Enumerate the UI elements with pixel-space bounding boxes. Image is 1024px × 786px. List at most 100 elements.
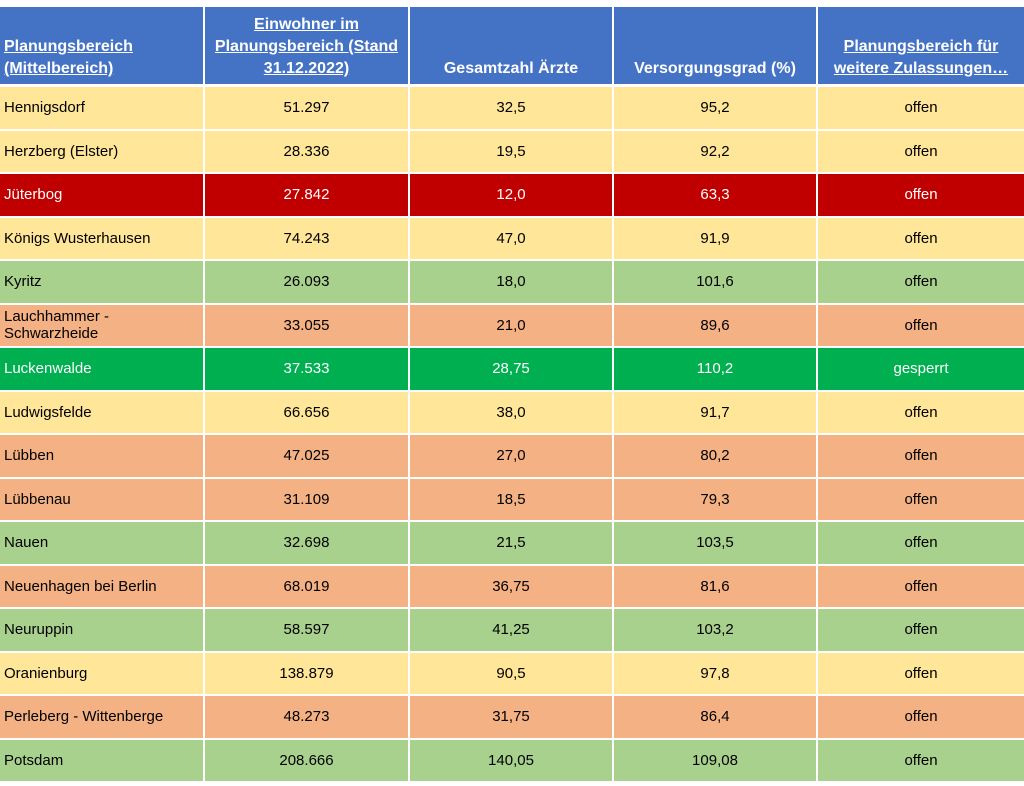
cell-planungsbereich: Lübbenau	[0, 478, 205, 522]
cell-planungsbereich: Oranienburg	[0, 652, 205, 696]
cell-versorgungsgrad: 95,2	[614, 87, 818, 131]
cell-einwohner: 26.093	[205, 261, 410, 305]
header-weitere-zulassungen: Planungsbereich für weitere Zulassungen…	[818, 7, 1024, 87]
table-row: Nauen 32.698 21,5 103,5 offen	[0, 522, 1024, 566]
cell-versorgungsgrad: 109,08	[614, 739, 818, 783]
cell-planungsbereich: Lauchhammer - Schwarzheide	[0, 304, 205, 348]
header-gesamtzahl-aerzte: Gesamtzahl Ärzte	[410, 7, 614, 87]
cell-einwohner: 68.019	[205, 565, 410, 609]
header-planungsbereich: Planungsbereich (Mittelbereich)	[0, 7, 205, 87]
cell-aerzte: 38,0	[410, 391, 614, 435]
cell-einwohner: 32.698	[205, 522, 410, 566]
cell-planungsbereich: Herzberg (Elster)	[0, 130, 205, 174]
cell-versorgungsgrad: 97,8	[614, 652, 818, 696]
cell-versorgungsgrad: 103,2	[614, 609, 818, 653]
cell-versorgungsgrad: 91,7	[614, 391, 818, 435]
header-row: Planungsbereich (Mittelbereich) Einwohne…	[0, 7, 1024, 87]
header-einwohner: Einwohner im Planungsbereich (Stand 31.1…	[205, 7, 410, 87]
cell-aerzte: 31,75	[410, 696, 614, 740]
cell-einwohner: 31.109	[205, 478, 410, 522]
cell-versorgungsgrad: 81,6	[614, 565, 818, 609]
cell-einwohner: 28.336	[205, 130, 410, 174]
cell-aerzte: 36,75	[410, 565, 614, 609]
cell-aerzte: 90,5	[410, 652, 614, 696]
cell-versorgungsgrad: 79,3	[614, 478, 818, 522]
cell-einwohner: 27.842	[205, 174, 410, 218]
table-row: Herzberg (Elster) 28.336 19,5 92,2 offen	[0, 130, 1024, 174]
cell-planungsbereich: Lübben	[0, 435, 205, 479]
cell-planungsbereich: Jüterbog	[0, 174, 205, 218]
cell-status: offen	[818, 696, 1024, 740]
cell-status: offen	[818, 739, 1024, 783]
cell-versorgungsgrad: 101,6	[614, 261, 818, 305]
cell-planungsbereich: Neuenhagen bei Berlin	[0, 565, 205, 609]
table-row: Oranienburg 138.879 90,5 97,8 offen	[0, 652, 1024, 696]
cell-versorgungsgrad: 103,5	[614, 522, 818, 566]
cell-status: offen	[818, 304, 1024, 348]
cell-einwohner: 138.879	[205, 652, 410, 696]
cell-einwohner: 74.243	[205, 217, 410, 261]
cell-status: offen	[818, 174, 1024, 218]
cell-planungsbereich: Kyritz	[0, 261, 205, 305]
table-row: Luckenwalde 37.533 28,75 110,2 gesperrt	[0, 348, 1024, 392]
cell-status: offen	[818, 609, 1024, 653]
cell-status: offen	[818, 478, 1024, 522]
table-row: Neuruppin 58.597 41,25 103,2 offen	[0, 609, 1024, 653]
cell-einwohner: 48.273	[205, 696, 410, 740]
table-row: Neuenhagen bei Berlin 68.019 36,75 81,6 offe…	[0, 565, 1024, 609]
table-row: Perleberg - Wittenberge 48.273 31,75 86,4 of…	[0, 696, 1024, 740]
cell-einwohner: 66.656	[205, 391, 410, 435]
cell-status: offen	[818, 261, 1024, 305]
cell-aerzte: 32,5	[410, 87, 614, 131]
cell-planungsbereich: Königs Wusterhausen	[0, 217, 205, 261]
cell-aerzte: 21,0	[410, 304, 614, 348]
table-row: Lübben 47.025 27,0 80,2 offen	[0, 435, 1024, 479]
cell-aerzte: 47,0	[410, 217, 614, 261]
cell-planungsbereich: Hennigsdorf	[0, 87, 205, 131]
table-row: Ludwigsfelde 66.656 38,0 91,7 offen	[0, 391, 1024, 435]
cell-aerzte: 41,25	[410, 609, 614, 653]
cell-aerzte: 21,5	[410, 522, 614, 566]
cell-versorgungsgrad: 89,6	[614, 304, 818, 348]
cell-versorgungsgrad: 110,2	[614, 348, 818, 392]
cell-aerzte: 18,0	[410, 261, 614, 305]
cell-versorgungsgrad: 91,9	[614, 217, 818, 261]
cell-einwohner: 51.297	[205, 87, 410, 131]
table-row: Hennigsdorf 51.297 32,5 95,2 offen	[0, 87, 1024, 131]
cell-status: offen	[818, 130, 1024, 174]
cell-status: offen	[818, 435, 1024, 479]
cell-status: offen	[818, 652, 1024, 696]
table-row: Lauchhammer - Schwarzheide 33.055 21,0 89,6…	[0, 304, 1024, 348]
table-row: Jüterbog 27.842 12,0 63,3 offen	[0, 174, 1024, 218]
cell-aerzte: 19,5	[410, 130, 614, 174]
cell-einwohner: 33.055	[205, 304, 410, 348]
cell-versorgungsgrad: 63,3	[614, 174, 818, 218]
header-versorgungsgrad: Versorgungsgrad (%)	[614, 7, 818, 87]
cell-versorgungsgrad: 92,2	[614, 130, 818, 174]
cell-planungsbereich: Perleberg - Wittenberge	[0, 696, 205, 740]
cell-einwohner: 47.025	[205, 435, 410, 479]
cell-aerzte: 18,5	[410, 478, 614, 522]
table-row: Potsdam 208.666 140,05 109,08 offen	[0, 739, 1024, 783]
cell-planungsbereich: Neuruppin	[0, 609, 205, 653]
table-row: Lübbenau 31.109 18,5 79,3 offen	[0, 478, 1024, 522]
cell-aerzte: 140,05	[410, 739, 614, 783]
cell-einwohner: 208.666	[205, 739, 410, 783]
cell-aerzte: 12,0	[410, 174, 614, 218]
cell-status: offen	[818, 217, 1024, 261]
cell-planungsbereich: Nauen	[0, 522, 205, 566]
planning-areas-table: Planungsbereich (Mittelbereich) Einwohne…	[0, 7, 1024, 783]
cell-planungsbereich: Potsdam	[0, 739, 205, 783]
cell-planungsbereich: Ludwigsfelde	[0, 391, 205, 435]
cell-aerzte: 28,75	[410, 348, 614, 392]
table-row: Kyritz 26.093 18,0 101,6 offen	[0, 261, 1024, 305]
table-row: Königs Wusterhausen 74.243 47,0 91,9 offen	[0, 217, 1024, 261]
cell-versorgungsgrad: 80,2	[614, 435, 818, 479]
cell-status: offen	[818, 565, 1024, 609]
cell-einwohner: 37.533	[205, 348, 410, 392]
cell-status: offen	[818, 522, 1024, 566]
cell-aerzte: 27,0	[410, 435, 614, 479]
cell-versorgungsgrad: 86,4	[614, 696, 818, 740]
cell-status: offen	[818, 391, 1024, 435]
cell-planungsbereich: Luckenwalde	[0, 348, 205, 392]
